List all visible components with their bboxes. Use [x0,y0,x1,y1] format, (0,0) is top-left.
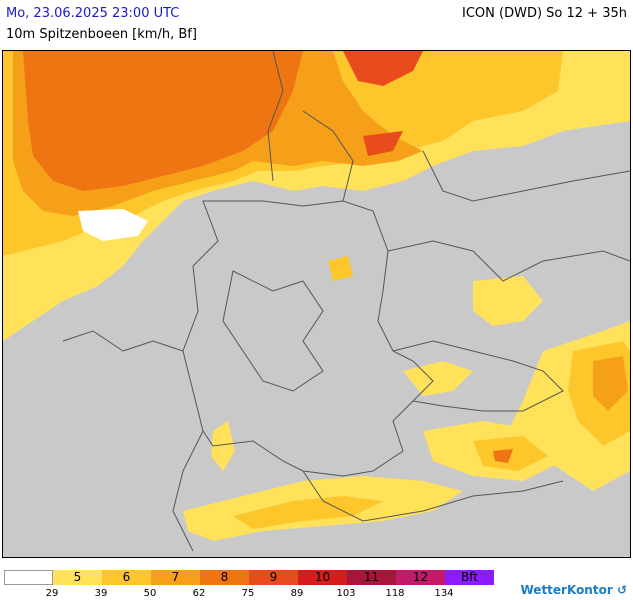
country-borders [62,51,630,552]
legend-tick: 75 [241,588,255,599]
legend-segment-below-5 [4,570,53,585]
legend-segment-8: 8 [200,570,249,585]
forecast-datetime: Mo, 23.06.2025 23:00 UTC [6,6,180,21]
legend-segment-5: 5 [53,570,102,585]
gust-field-east [423,276,630,491]
legend-tick: 50 [143,588,157,599]
legend-segment-6: 6 [102,570,151,585]
model-run-label: ICON (DWD) So 12 + 35h [462,6,627,21]
legend-tick: 62 [192,588,206,599]
legend-tick: 29 [45,588,59,599]
legend-segment-11: 11 [347,570,396,585]
legend-segment-12: 12 [396,570,445,585]
map-canvas [3,51,630,557]
legend-tick: 89 [290,588,304,599]
legend-segment-7: 7 [151,570,200,585]
gust-field-north-sea [3,51,630,341]
legend-tick: 103 [336,588,356,599]
wetterkontor-logo[interactable]: WetterKontor ↺ [521,583,628,597]
legend-segment-9: 9 [249,570,298,585]
legend-tick: 134 [434,588,454,599]
legend-tick: 118 [385,588,405,599]
swirl-logo-icon: ↺ [616,583,627,597]
legend-segment-10: 10 [298,570,347,585]
legend-segment-bft: Bft [445,570,494,585]
parameter-title: 10m Spitzenboeen [km/h, Bf] [6,27,197,42]
gust-field-south [183,256,473,541]
legend-tick: 39 [94,588,108,599]
brand-name: WetterKontor [520,583,613,597]
wind-gust-map [2,50,631,558]
